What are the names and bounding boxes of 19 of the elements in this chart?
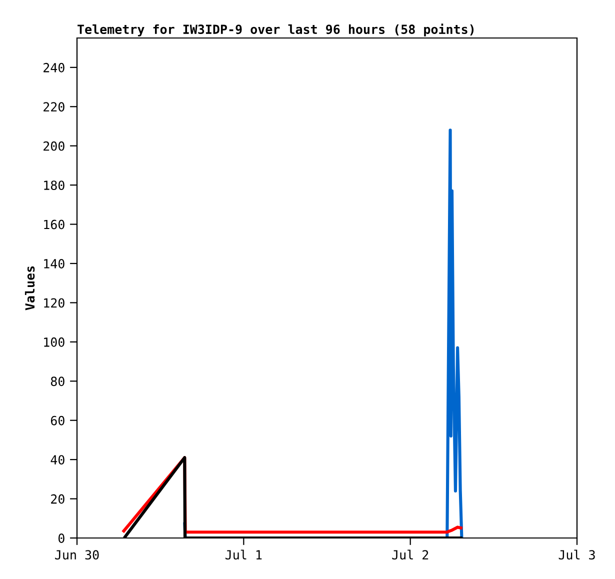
y-tick-label: 80	[50, 376, 64, 386]
y-tick-label: 180	[44, 180, 64, 190]
x-tick-label: Jul 3	[558, 550, 595, 560]
x-tick-label: Jun 30	[55, 550, 99, 560]
y-tick-label: 120	[44, 298, 64, 308]
y-axis-title: Values	[24, 266, 35, 310]
x-tick-label: Jul 2	[392, 550, 428, 560]
y-tick-label: 100	[44, 337, 64, 347]
y-tick-label: 240	[44, 62, 64, 72]
y-tick-label: 20	[51, 494, 64, 504]
y-tick-label: 160	[44, 220, 64, 230]
y-tick-label: 200	[44, 141, 64, 151]
chart-title: Telemetry for IW3IDP-9 over last 96 hours (58 points)	[78, 24, 474, 36]
y-tick-label: 60	[50, 416, 64, 426]
y-tick-label: 220	[44, 102, 64, 112]
y-tick-label: 140	[44, 258, 64, 268]
y-tick-label: 40	[50, 455, 64, 465]
y-tick-label: 0	[58, 534, 64, 543]
x-tick-label: Jul 1	[226, 550, 262, 560]
